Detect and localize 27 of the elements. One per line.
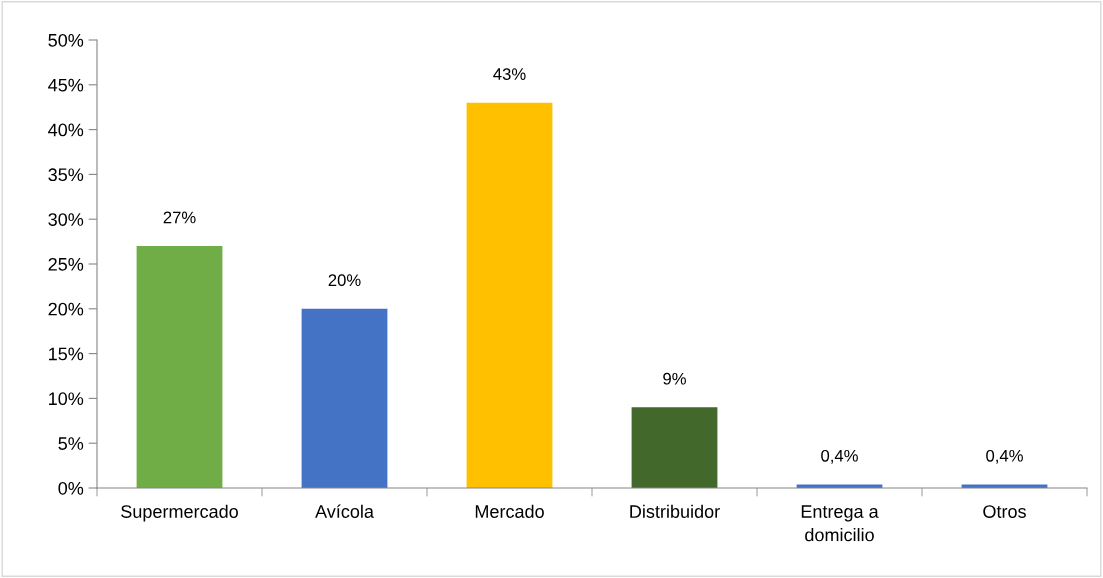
- bar: [136, 246, 223, 488]
- y-tick-label: 0%: [58, 481, 84, 495]
- x-tick-label: Avícola: [315, 504, 374, 518]
- x-tick-label: Otros: [983, 505, 1026, 518]
- data-label: 20%: [328, 274, 361, 287]
- data-label: 0,4%: [821, 449, 858, 464]
- data-label: 9%: [663, 372, 686, 385]
- y-tick-label: 10%: [49, 392, 84, 406]
- y-tick-label: 20%: [48, 302, 84, 316]
- y-tick-label: 40%: [48, 123, 84, 137]
- data-label: 0,4%: [986, 449, 1023, 464]
- y-tick-label: 30%: [48, 213, 84, 226]
- bar: [466, 102, 553, 488]
- bar: [631, 407, 718, 488]
- y-tick-label: 35%: [48, 168, 84, 182]
- y-tick-label: 15%: [49, 347, 84, 361]
- x-tick-label: Entrega a domicilio: [801, 505, 879, 542]
- x-tick-label: Supermercado: [121, 504, 238, 522]
- data-label: 43%: [493, 68, 526, 80]
- x-tick-label: Mercado: [475, 504, 544, 518]
- bar: [301, 308, 388, 488]
- y-tick-label: 50%: [48, 33, 84, 47]
- y-tick-label: 25%: [48, 257, 84, 271]
- data-label: 27%: [163, 211, 196, 224]
- x-tick-label: Distribuidor: [630, 504, 720, 518]
- y-tick-label: 45%: [48, 78, 84, 92]
- y-tick-label: 5%: [58, 437, 84, 450]
